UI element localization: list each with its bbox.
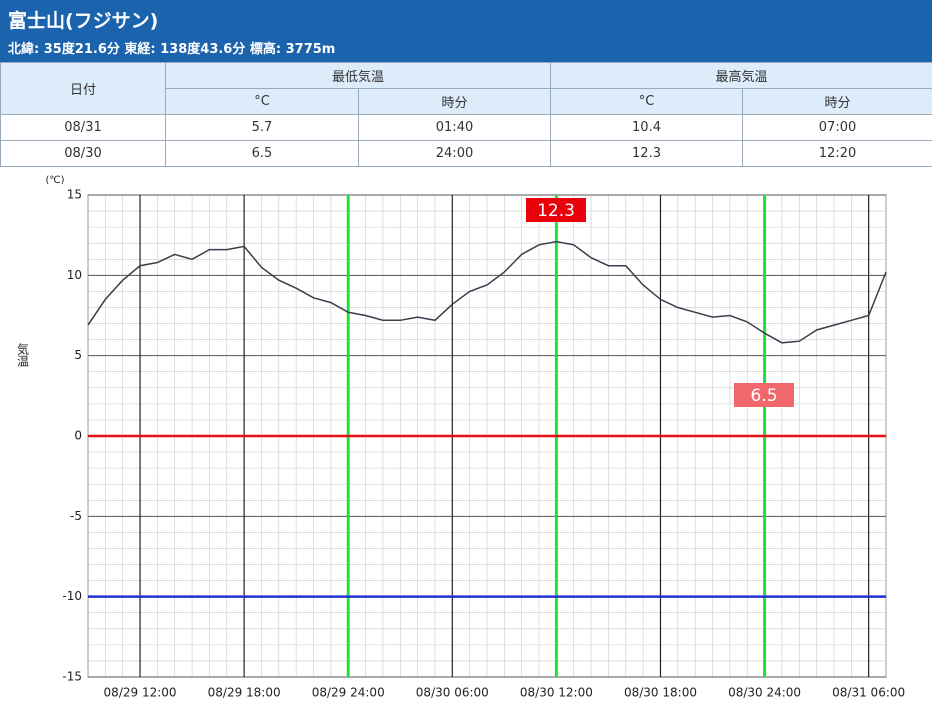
y-unit: (℃) xyxy=(45,175,64,186)
x-tick-label: 08/30 06:00 xyxy=(416,686,489,700)
y-tick-label: 5 xyxy=(74,348,82,362)
y-tick-label: -15 xyxy=(62,670,82,684)
header-cell: °C xyxy=(550,88,744,115)
x-tick-label: 08/30 12:00 xyxy=(520,686,593,700)
x-tick-label: 08/31 06:00 xyxy=(832,686,905,700)
cell: 01:40 xyxy=(357,114,552,141)
header-cell: °C xyxy=(165,88,359,115)
subtitle: 北緯: 35度21.6分 東経: 138度43.6分 標高: 3775m xyxy=(8,42,336,57)
y-tick-label: -10 xyxy=(62,589,82,603)
chart: (℃) 気温 15 10 5 0 -5 -10 -15 08/29 12:00 08/29 18… xyxy=(16,175,906,700)
header-cell: 最高気温 xyxy=(550,62,932,89)
y-tick-label: 10 xyxy=(67,268,82,282)
temperature-line xyxy=(87,240,887,344)
annotation-box xyxy=(734,383,794,407)
header-cell: 時分 xyxy=(742,88,932,115)
cell: 12.3 xyxy=(550,140,744,167)
x-tick-label: 08/29 12:00 xyxy=(104,686,177,700)
cell: 08/30 xyxy=(0,140,166,167)
annotation-label: 6.5 xyxy=(750,386,777,406)
header: 富士山(フジサン) 北緯: 35度21.6分 東経: 138度43.6分 標高:… xyxy=(0,0,932,62)
annotation-box xyxy=(526,198,586,222)
cell: 24:00 xyxy=(357,140,552,167)
cell: 6.5 xyxy=(165,140,359,167)
summary-table: 日付 最低気温 最高気温 °C 時分 °C 時分 08/31 5.7 01:40 10… xyxy=(0,62,932,167)
annotation-label: 12.3 xyxy=(537,201,575,221)
title: 富士山(フジサン) xyxy=(8,10,159,32)
x-tick-label: 08/30 18:00 xyxy=(624,686,697,700)
x-tick-label: 08/30 24:00 xyxy=(728,686,801,700)
header-cell: 時分 xyxy=(357,88,552,115)
header-cell: 最低気温 xyxy=(164,62,552,89)
cell: 08/31 xyxy=(0,114,166,141)
y-tick-label: 0 xyxy=(74,429,82,443)
x-tick-label: 08/29 24:00 xyxy=(312,686,385,700)
cell: 07:00 xyxy=(742,114,932,141)
y-tick-label: -5 xyxy=(70,509,82,523)
y-axis-label: 気温 xyxy=(16,342,30,367)
cell: 12:20 xyxy=(742,140,932,167)
header-cell: 日付 xyxy=(0,62,166,115)
x-tick-label: 08/29 18:00 xyxy=(208,686,281,700)
y-tick-label: 15 xyxy=(67,188,82,202)
cell: 10.4 xyxy=(550,114,744,141)
cell: 5.7 xyxy=(165,114,359,141)
